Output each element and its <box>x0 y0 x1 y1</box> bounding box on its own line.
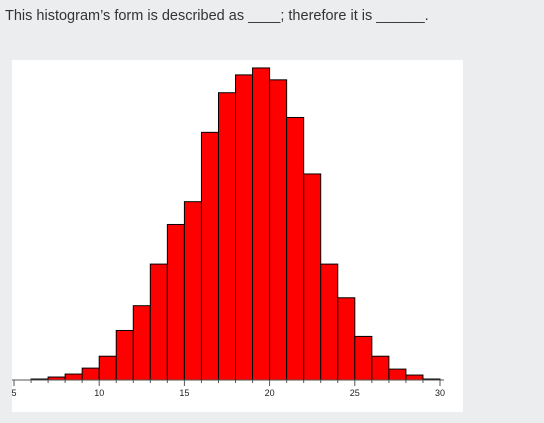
histogram-bar <box>166 223 185 381</box>
histogram-bar <box>64 373 83 381</box>
histogram-bar <box>371 355 390 381</box>
histogram-bar <box>98 355 117 381</box>
x-tick-label: 5 <box>12 388 17 398</box>
question-text: This histogram’s form is described as __… <box>5 8 429 24</box>
histogram-bar <box>81 367 100 381</box>
histogram-bar <box>320 263 339 381</box>
histogram-bar <box>354 335 373 381</box>
histogram-bar <box>149 263 168 381</box>
x-tick-label: 15 <box>179 388 189 398</box>
histogram-bar <box>132 305 151 381</box>
histogram-bar <box>303 173 322 381</box>
histogram-bar <box>235 74 254 381</box>
histogram-bar <box>200 131 219 381</box>
x-tick-label: 30 <box>435 388 445 398</box>
x-tick-label: 25 <box>350 388 360 398</box>
histogram-bar <box>388 368 407 381</box>
histogram-bar <box>217 92 237 381</box>
histogram-bar <box>252 67 271 381</box>
histogram-panel: 5 10 15 20 25 30 <box>12 60 463 412</box>
histogram-bar <box>405 374 424 381</box>
histogram-chart: 5 10 15 20 25 30 <box>12 67 445 398</box>
x-tick-label: 20 <box>265 388 275 398</box>
histogram-bars <box>30 67 441 381</box>
histogram-bar <box>115 329 134 381</box>
x-tick-label: 10 <box>94 388 104 398</box>
histogram-bar <box>286 116 305 381</box>
histogram-bar <box>337 297 356 381</box>
histogram-bar <box>269 79 288 381</box>
histogram-bar <box>183 201 202 381</box>
x-axis-ticks: 5 10 15 20 25 30 <box>12 380 445 398</box>
